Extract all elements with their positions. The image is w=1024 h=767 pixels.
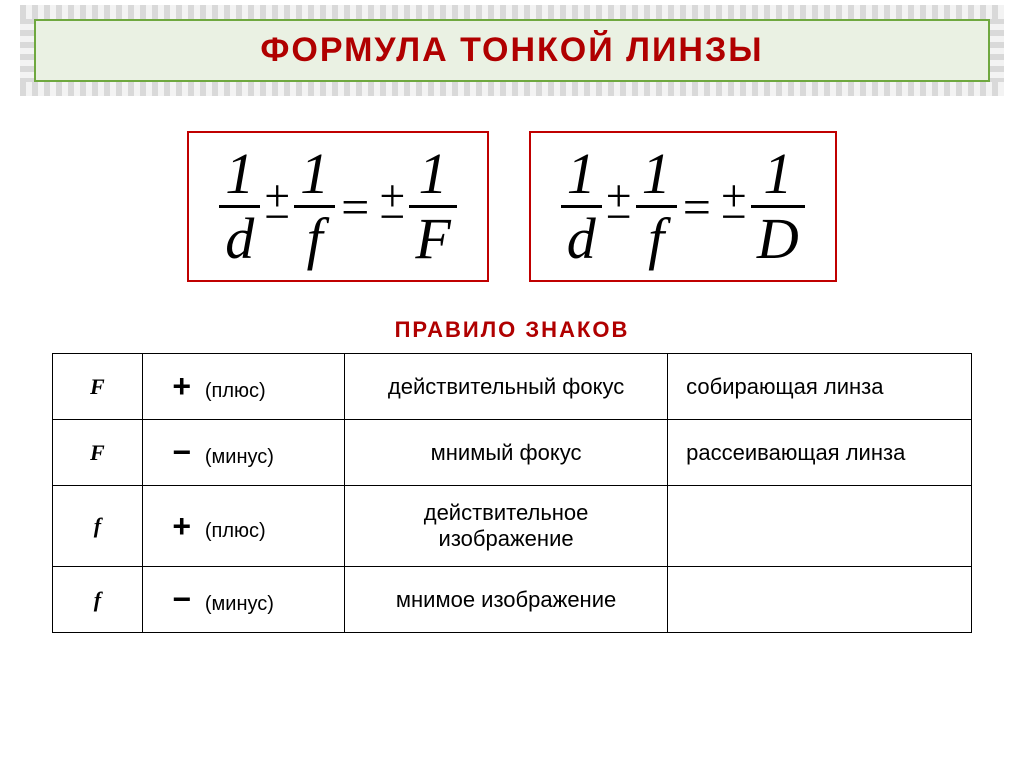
rule-symbol: f <box>53 567 143 633</box>
rule-desc: действительный фокус <box>344 354 667 420</box>
f1-den2: f <box>301 210 329 268</box>
f2-num2: 1 <box>636 145 677 203</box>
page-title: ФОРМУЛА ТОНКОЙ ЛИНЗЫ <box>34 19 990 82</box>
f1-num2: 1 <box>294 145 335 203</box>
plus-minus-icon: +− <box>717 186 751 227</box>
rule-symbol: f <box>53 486 143 567</box>
table-row: F + (плюс) действительный фокус собирающ… <box>53 354 972 420</box>
plus-minus-icon: +− <box>602 186 636 227</box>
f2-den2: f <box>642 210 670 268</box>
equals-icon: = <box>335 182 375 232</box>
f1-den3: F <box>409 210 456 268</box>
rule-desc: мнимый фокус <box>344 420 667 486</box>
rules-subtitle: ПРАВИЛО ЗНАКОВ <box>20 317 1004 343</box>
f2-num1: 1 <box>561 145 602 203</box>
table-row: f − (минус) мнимое изображение <box>53 567 972 633</box>
rule-desc: действительное изображение <box>344 486 667 567</box>
rule-sign: − (минус) <box>142 420 344 486</box>
plus-minus-icon: +− <box>260 186 294 227</box>
plus-minus-icon: +− <box>375 186 409 227</box>
formulas-row: 1d +− 1f = +− 1F 1d +− 1f = +− 1D <box>20 131 1004 282</box>
formula-right: 1d +− 1f = +− 1D <box>529 131 837 282</box>
formula-left: 1d +− 1f = +− 1F <box>187 131 489 282</box>
f1-num3: 1 <box>413 145 454 203</box>
f1-den1: d <box>219 210 260 268</box>
rule-symbol: F <box>53 420 143 486</box>
rules-table: F + (плюс) действительный фокус собирающ… <box>52 353 972 633</box>
rule-sign: + (плюс) <box>142 354 344 420</box>
f2-den1: d <box>561 210 602 268</box>
equals-icon: = <box>677 182 717 232</box>
f2-num3: 1 <box>757 145 798 203</box>
f2-den3: D <box>751 210 805 268</box>
f1-num1: 1 <box>219 145 260 203</box>
rule-desc: мнимое изображение <box>344 567 667 633</box>
rule-symbol: F <box>53 354 143 420</box>
rule-sign: + (плюс) <box>142 486 344 567</box>
rule-lens: рассеивающая линза <box>668 420 972 486</box>
table-row: f + (плюс) действительное изображение <box>53 486 972 567</box>
rule-lens: собирающая линза <box>668 354 972 420</box>
rule-lens <box>668 486 972 567</box>
title-frame: ФОРМУЛА ТОНКОЙ ЛИНЗЫ <box>20 5 1004 96</box>
rule-sign: − (минус) <box>142 567 344 633</box>
rule-lens <box>668 567 972 633</box>
table-row: F − (минус) мнимый фокус рассеивающая ли… <box>53 420 972 486</box>
